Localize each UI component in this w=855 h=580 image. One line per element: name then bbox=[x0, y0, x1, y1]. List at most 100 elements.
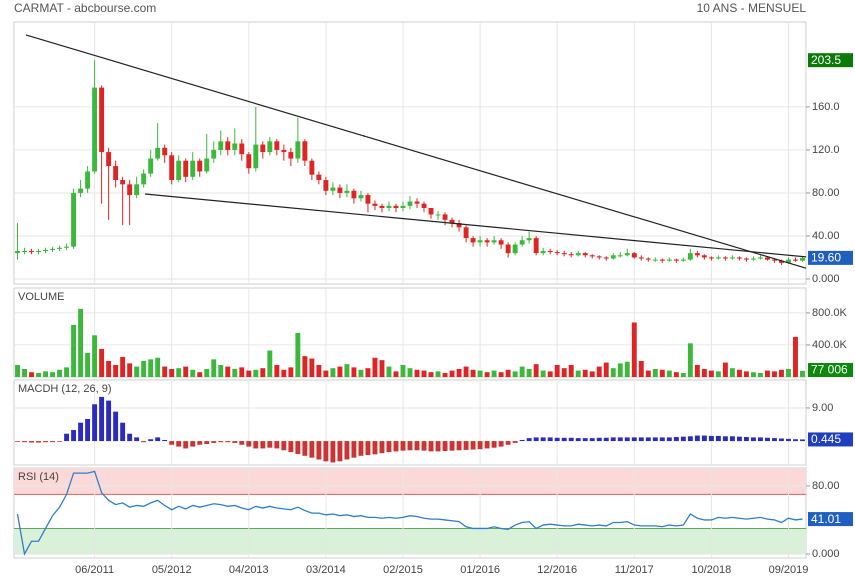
bar bbox=[372, 441, 378, 455]
bar bbox=[281, 369, 287, 377]
candle-body bbox=[246, 154, 252, 169]
bar bbox=[547, 371, 553, 377]
bar bbox=[575, 370, 581, 377]
bar bbox=[218, 364, 224, 377]
bar bbox=[561, 368, 567, 377]
candle-body bbox=[50, 248, 56, 250]
bar bbox=[505, 441, 511, 445]
bar bbox=[708, 370, 714, 377]
bar bbox=[779, 369, 784, 377]
zone bbox=[14, 528, 806, 554]
bar bbox=[295, 332, 301, 377]
bar bbox=[491, 370, 497, 377]
candle-body bbox=[393, 205, 399, 208]
value-marker bbox=[808, 512, 853, 527]
bar bbox=[344, 441, 350, 460]
bar bbox=[113, 364, 119, 377]
bar bbox=[204, 441, 210, 445]
candle-body bbox=[463, 227, 469, 239]
bar bbox=[260, 441, 266, 449]
bar bbox=[407, 441, 413, 451]
bar bbox=[141, 441, 147, 443]
bar bbox=[505, 369, 511, 377]
candle-body bbox=[330, 187, 336, 191]
candle-body bbox=[631, 253, 637, 258]
bar bbox=[246, 441, 252, 447]
candle-body bbox=[477, 240, 483, 243]
candle-body bbox=[274, 141, 280, 150]
bar bbox=[736, 369, 742, 377]
candle-body bbox=[736, 257, 742, 259]
bar bbox=[365, 368, 371, 377]
bar bbox=[498, 372, 504, 377]
candle-body bbox=[253, 144, 259, 169]
bar bbox=[470, 369, 476, 377]
bar bbox=[302, 356, 308, 377]
bar bbox=[603, 362, 609, 377]
bar bbox=[694, 364, 700, 377]
candle-body bbox=[127, 184, 133, 196]
x-tick-label: 06/2011 bbox=[75, 564, 114, 576]
bar bbox=[610, 437, 616, 442]
bar bbox=[64, 433, 70, 442]
chart-title: CARMAT - abcbourse.com bbox=[14, 1, 156, 15]
bar bbox=[218, 441, 224, 443]
bar bbox=[106, 400, 112, 442]
candle-body bbox=[323, 180, 329, 191]
bar bbox=[99, 396, 105, 442]
bar bbox=[757, 437, 763, 442]
bar bbox=[309, 441, 315, 458]
bar bbox=[687, 343, 693, 377]
bar bbox=[729, 368, 735, 377]
bar bbox=[78, 308, 84, 377]
bar bbox=[421, 370, 427, 377]
bar bbox=[568, 364, 574, 377]
bar bbox=[589, 438, 595, 442]
candle-body bbox=[652, 259, 658, 261]
y-tick-label: 160.0 bbox=[812, 101, 840, 113]
bar bbox=[351, 367, 357, 377]
bar bbox=[582, 438, 588, 442]
bar bbox=[666, 370, 672, 377]
bar bbox=[764, 370, 770, 377]
bar bbox=[645, 437, 651, 442]
bar bbox=[631, 322, 637, 377]
candle-body bbox=[92, 87, 98, 172]
bar bbox=[456, 368, 462, 377]
bar bbox=[113, 411, 119, 442]
x-tick-label: 01/2016 bbox=[460, 564, 500, 576]
bar bbox=[694, 435, 700, 442]
bar bbox=[772, 371, 777, 377]
candle-body bbox=[772, 259, 777, 261]
bar bbox=[169, 441, 175, 445]
candle-body bbox=[526, 238, 532, 241]
bar bbox=[498, 441, 504, 447]
bar bbox=[575, 438, 581, 442]
bar bbox=[288, 441, 294, 453]
bar bbox=[127, 433, 133, 442]
bar bbox=[463, 366, 469, 377]
bar bbox=[330, 441, 336, 463]
bar bbox=[428, 441, 434, 452]
bar bbox=[295, 441, 301, 454]
candle-body bbox=[386, 205, 392, 208]
bar bbox=[211, 359, 217, 377]
bar bbox=[134, 366, 140, 377]
candle-body bbox=[449, 219, 455, 224]
bar bbox=[120, 356, 126, 377]
candle-body bbox=[554, 252, 560, 254]
candle-body bbox=[57, 247, 63, 249]
bar bbox=[344, 364, 350, 377]
candle-body bbox=[568, 254, 574, 256]
candle-body bbox=[456, 223, 462, 228]
bar bbox=[50, 372, 56, 377]
candle-body bbox=[71, 192, 77, 247]
bar bbox=[15, 364, 20, 377]
bar bbox=[519, 366, 525, 377]
bar bbox=[652, 368, 658, 377]
bar bbox=[57, 441, 63, 442]
bar bbox=[337, 441, 343, 462]
candle-body bbox=[645, 258, 651, 260]
bar bbox=[722, 436, 728, 442]
bar bbox=[449, 370, 455, 377]
